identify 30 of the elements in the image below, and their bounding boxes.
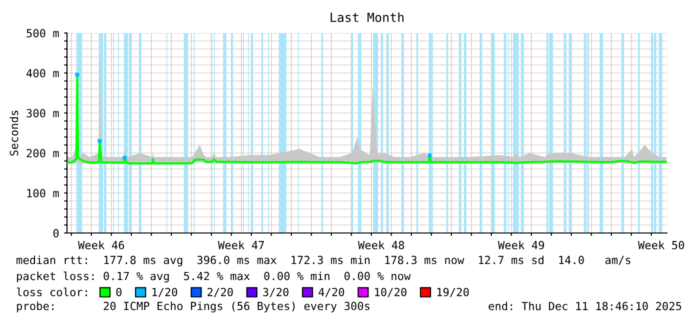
y-axis-title: Seconds bbox=[10, 110, 18, 156]
text: loss color: bbox=[16, 288, 87, 296]
legend-label: 1/20 bbox=[152, 288, 178, 298]
text: probe: 20 ICMP Echo Pings (56 Bytes) every 300s bbox=[17, 302, 370, 312]
y-tick-label: 400 m bbox=[26, 69, 59, 78]
legend-label: 3/20 bbox=[263, 288, 288, 298]
y-tick-label: 500 m bbox=[26, 29, 59, 38]
point bbox=[75, 72, 80, 77]
x-tick-label: Week 49 bbox=[498, 240, 544, 250]
legend-label: 19/20 bbox=[437, 288, 469, 298]
point bbox=[428, 153, 432, 158]
x-tick-label: Week 46 bbox=[78, 240, 124, 250]
legend-label: 2/20 bbox=[208, 288, 233, 298]
chart-title: Last Month bbox=[330, 12, 404, 22]
y-tick-label: 0 bbox=[53, 229, 59, 238]
text: packet loss: 0.17 % avg 5.42 % max 0.00 % min 0.00 % now bbox=[17, 272, 411, 282]
legend-label: 10/20 bbox=[375, 288, 406, 298]
x-tick-label: Week 48 bbox=[358, 240, 404, 250]
text: end: Thu Dec 11 18:46:10 2025 bbox=[488, 302, 682, 310]
text: median rtt: 177.8 ms avg 396.0 ms max 172.3 ms min 178.3 ms now 12.7 ms sd 14.0 am/s bbox=[16, 256, 630, 266]
legend-label: 4/20 bbox=[318, 288, 344, 298]
line-series bbox=[67, 74, 667, 164]
y-tick-label: 200 m bbox=[26, 149, 59, 158]
legend-label: 0 bbox=[116, 288, 122, 296]
point bbox=[122, 156, 127, 160]
y-tick-label: 100 m bbox=[27, 189, 59, 198]
x-tick-label: Week 47 bbox=[218, 240, 264, 250]
y-tick-label: 300 m bbox=[26, 109, 59, 118]
point bbox=[98, 139, 102, 143]
x-tick-label: Week 50 bbox=[638, 240, 684, 250]
